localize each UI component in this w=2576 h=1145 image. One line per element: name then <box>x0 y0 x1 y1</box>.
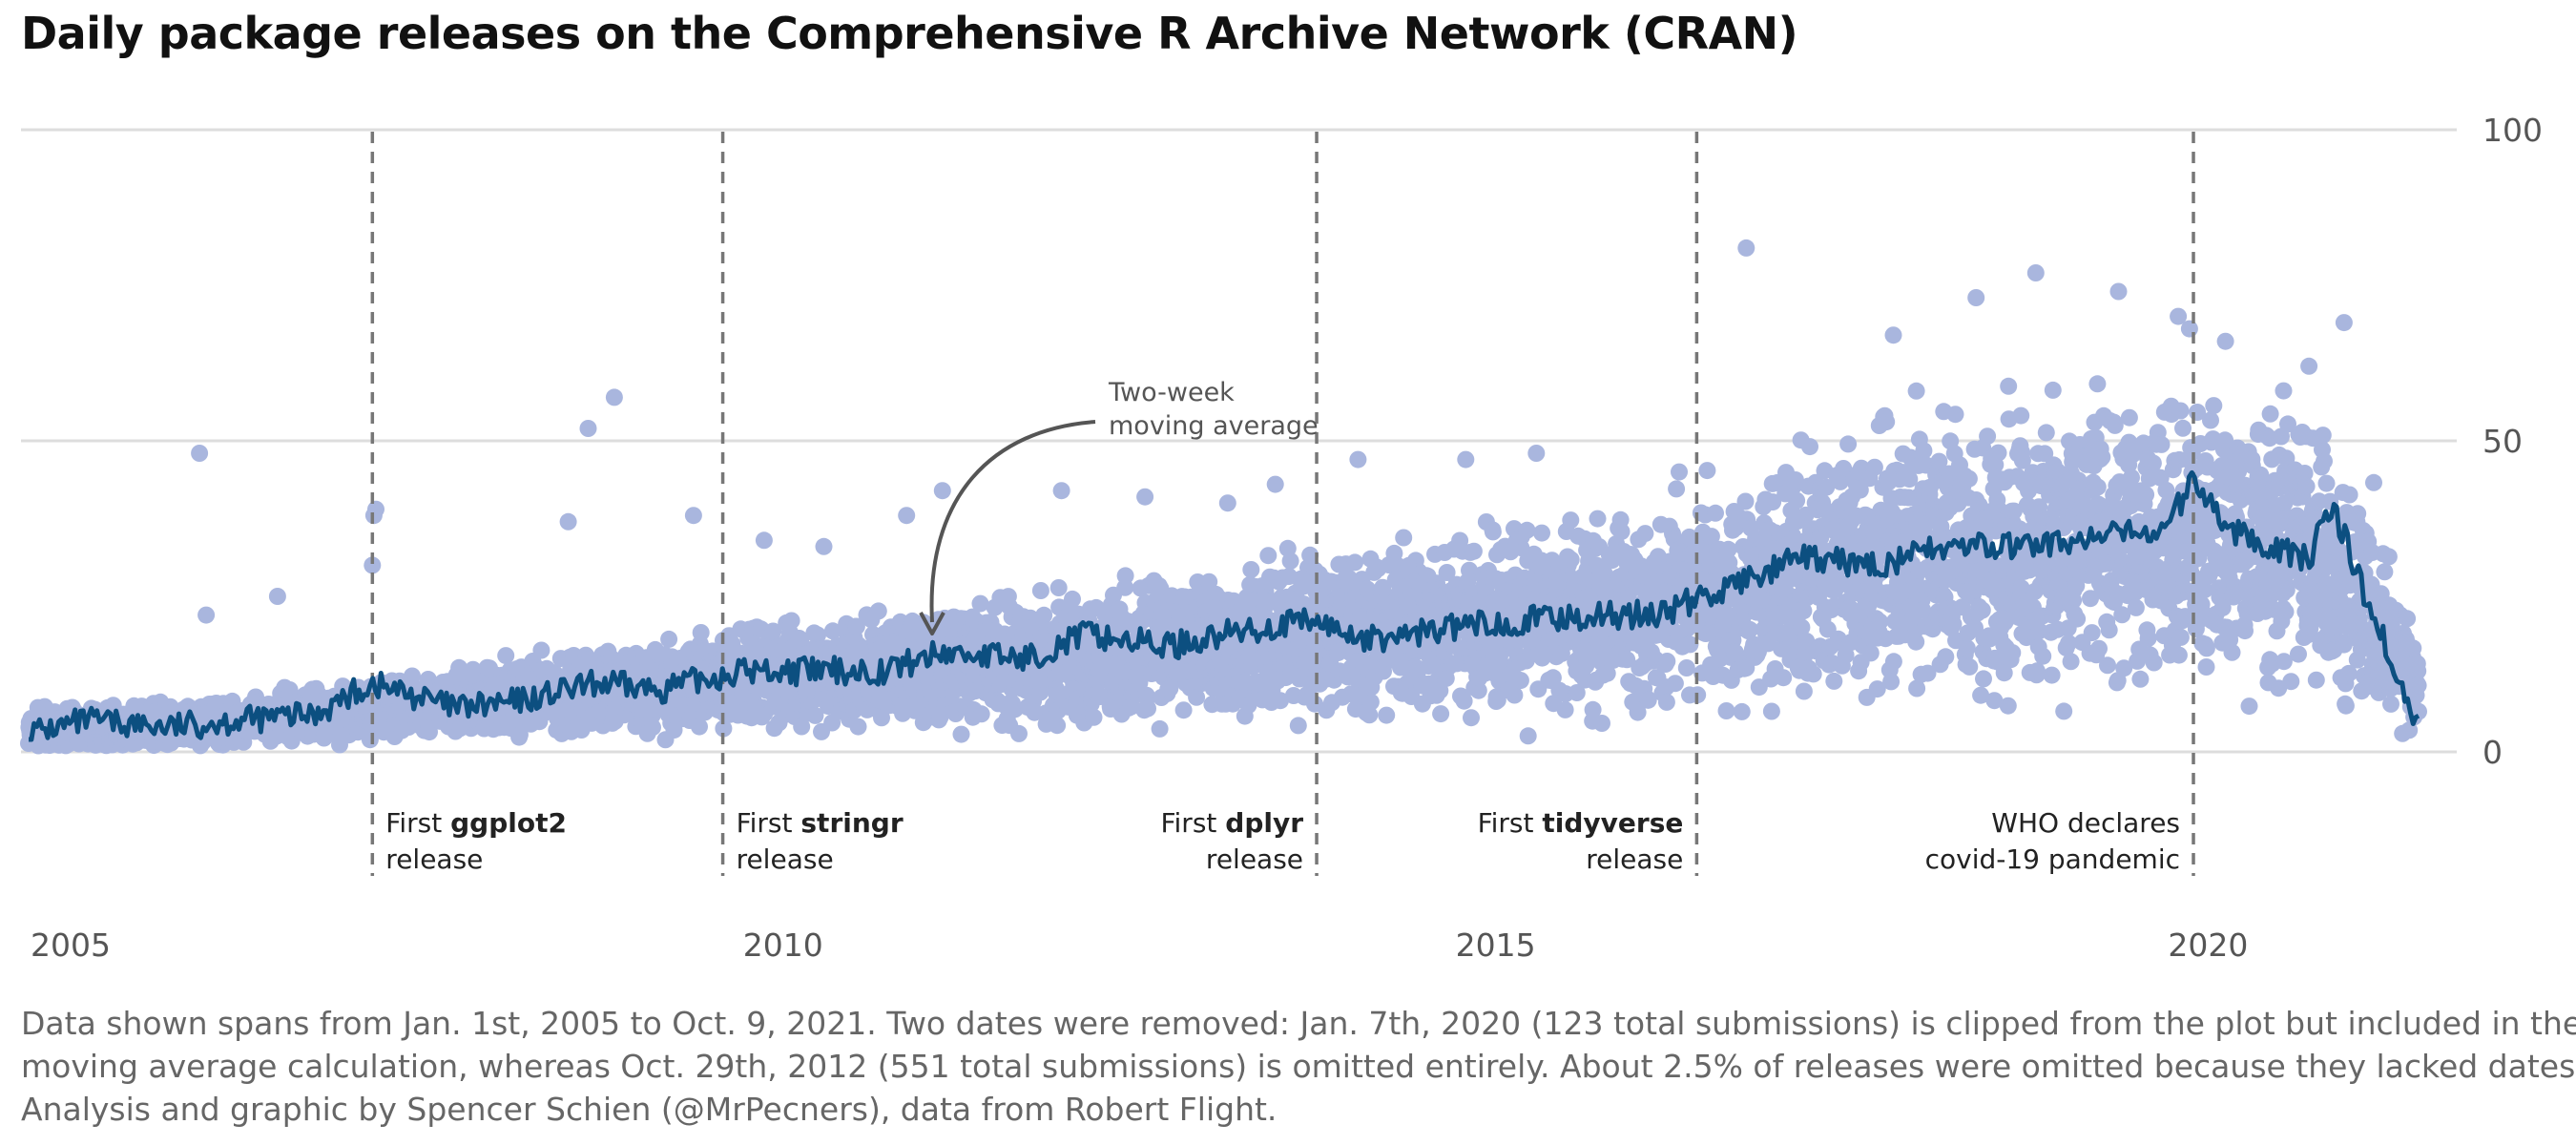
release-point <box>1915 442 1933 460</box>
release-point <box>1010 724 1028 742</box>
release-point <box>782 612 800 630</box>
release-point <box>1085 708 1103 726</box>
release-point <box>1804 665 1822 683</box>
release-point <box>1035 606 1053 624</box>
release-point <box>1463 709 1480 727</box>
release-point <box>1668 480 1686 498</box>
release-point <box>1677 659 1695 677</box>
release-point <box>1361 693 1380 711</box>
release-point <box>1593 715 1610 732</box>
release-point <box>692 624 710 641</box>
release-point <box>1174 701 1193 719</box>
release-point <box>1562 551 1580 569</box>
release-point <box>1116 567 1134 585</box>
release-point <box>1788 491 1806 510</box>
release-point <box>1378 706 1396 724</box>
release-point <box>971 594 989 613</box>
release-point <box>1049 717 1067 735</box>
release-point <box>1612 523 1631 541</box>
release-point <box>1825 672 1843 690</box>
release-point <box>660 630 678 648</box>
release-point <box>1878 413 1896 431</box>
release-point <box>972 705 990 723</box>
release-point <box>1795 682 1813 700</box>
release-point <box>1882 673 1901 691</box>
release-point <box>1736 492 1755 510</box>
release-point <box>1242 561 1260 578</box>
release-point <box>1861 644 1880 662</box>
release-point <box>1884 653 1902 671</box>
release-point <box>1289 717 1307 735</box>
release-point <box>1839 435 1858 453</box>
release-point <box>1658 653 1676 670</box>
release-point <box>1961 657 1979 676</box>
release-point <box>849 718 867 736</box>
release-point <box>497 647 515 665</box>
release-point <box>1511 672 1529 690</box>
release-point <box>1958 639 1976 657</box>
release-point <box>1960 469 1978 488</box>
release-point <box>1717 702 1735 719</box>
release-point <box>869 602 887 620</box>
release-point <box>1049 579 1068 596</box>
release-point <box>1031 582 1049 599</box>
release-point <box>1666 675 1684 693</box>
release-point <box>1707 504 1724 522</box>
release-point <box>1139 699 1156 718</box>
release-point <box>1937 648 1955 666</box>
release-point <box>1946 406 1964 424</box>
release-point <box>1562 511 1580 530</box>
release-point <box>1698 462 1716 480</box>
release-point <box>1636 525 1654 543</box>
release-point <box>1944 615 1963 634</box>
release-point <box>1733 702 1751 720</box>
release-point <box>1281 552 1299 570</box>
release-point <box>1556 700 1574 718</box>
release-point <box>1151 719 1169 738</box>
release-point <box>1589 510 1607 528</box>
release-point <box>1871 613 1889 631</box>
chart-title: Daily package releases on the Comprehens… <box>21 8 1798 59</box>
release-point <box>1346 553 1364 572</box>
release-point <box>1432 705 1450 723</box>
release-point <box>1519 727 1537 745</box>
release-point <box>532 641 551 659</box>
release-point <box>1762 702 1780 720</box>
release-point <box>1657 693 1675 711</box>
release-point <box>1395 529 1413 547</box>
release-point <box>1064 590 1081 608</box>
release-point <box>952 725 970 743</box>
release-point <box>1484 523 1502 541</box>
release-point <box>644 718 661 737</box>
grid-lines <box>21 128 2457 754</box>
release-point <box>1465 542 1483 560</box>
release-point <box>1506 686 1524 704</box>
release-point <box>1775 669 1793 687</box>
release-point <box>1801 438 1818 456</box>
release-point <box>1518 521 1536 539</box>
release-point <box>1533 524 1550 542</box>
release-point <box>1259 547 1278 565</box>
